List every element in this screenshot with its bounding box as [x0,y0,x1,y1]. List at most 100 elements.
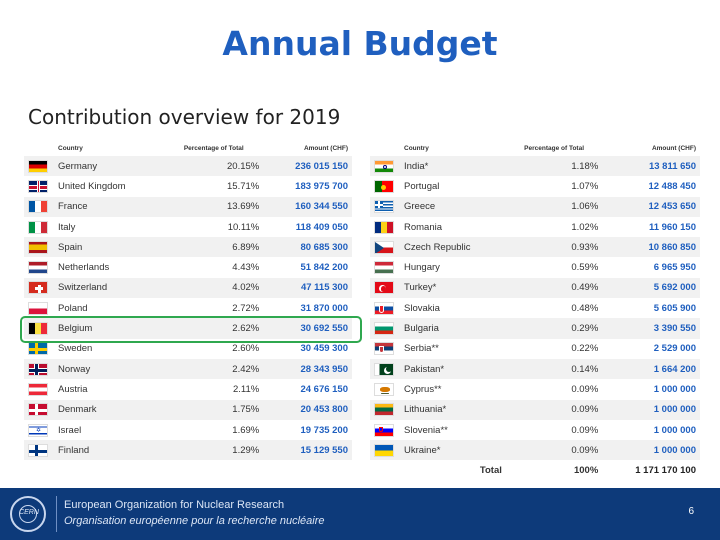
flag-cell [370,399,400,420]
flag-header [370,141,400,156]
amount-value: 19 735 200 [263,419,352,441]
si-flag-icon [374,423,394,437]
percentage-value: 2.62% [164,318,264,339]
percentage-value: 0.09% [505,419,603,441]
percentage-value: 1.06% [505,196,603,217]
amount-value: 30 692 550 [263,318,352,339]
country-name: Slovakia [400,298,506,319]
country-name: Italy [54,216,165,238]
country-name: Spain [54,237,165,258]
belgium-highlight-box [20,316,362,343]
flag-cell [24,379,54,400]
amount-value: 12 453 650 [602,196,700,217]
amount-value: 80 685 300 [263,237,352,258]
percentage-value: 1.75% [164,399,264,420]
amount-value: 160 344 550 [263,196,352,217]
flag-cell [370,196,400,217]
percentage-value: 2.42% [164,358,264,380]
country-name: Turkey* [400,277,506,299]
amount-value: 31 870 000 [263,298,352,319]
country-name: Czech Republic [400,237,506,258]
percentage-value: 2.60% [164,338,264,359]
de-flag-icon [28,159,48,173]
table-row: Lithuania* 0.09% 1 000 000 [370,399,700,420]
il-flag-icon: ✡ [28,423,48,437]
table-row: United Kingdom 15.71% 183 975 700 [24,176,352,197]
table-row: Romania 1.02% 11 960 150 [370,216,700,238]
amount-value: 6 965 950 [602,257,700,278]
flag-cell [24,257,54,278]
percentage-value: 6.89% [164,237,264,258]
percentage-value: 1.69% [164,419,264,441]
pk-flag-icon [374,362,394,376]
ch-flag-icon [28,281,48,295]
country-name: Sweden [54,338,165,359]
lt-flag-icon [374,403,394,417]
flag-cell [24,277,54,299]
pl-flag-icon [28,301,48,315]
percentage-value: 20.15% [164,156,264,177]
table-row: Belgium 2.62% 30 692 550 [24,318,352,339]
percentage-value: 0.09% [505,379,603,400]
country-name: Romania [400,216,506,238]
amount-value: 5 605 900 [602,298,700,319]
country-name: Lithuania* [400,399,506,420]
amount-value: 24 676 150 [263,379,352,400]
percentage-value: 0.49% [505,277,603,299]
total-label: Total [400,460,506,481]
contribution-table-left: Country Percentage of Total Amount (CHF)… [24,141,352,461]
country-header: Country [404,145,429,152]
flag-cell: ✡ [24,419,54,441]
country-name: Israel [54,419,165,441]
flag-cell [24,298,54,319]
logo-ring [19,505,37,523]
amount-value: 11 960 150 [602,216,700,238]
percentage-value: 13.69% [164,196,264,217]
gr-flag-icon [374,200,394,214]
table-row: India* 1.18% 13 811 650 [370,156,700,177]
amount-value: 236 015 150 [263,156,352,177]
flag-cell [370,460,400,481]
table-row: Bulgaria 0.29% 3 390 550 [370,318,700,339]
country-name: France [54,196,165,217]
tr-flag-icon [374,281,394,295]
amount-value: 1 000 000 [602,399,700,420]
percentage-value: 0.59% [505,257,603,278]
table-row: Netherlands 4.43% 51 842 200 [24,257,352,278]
percentage-value: 4.43% [164,257,264,278]
country-name: Poland [54,298,165,319]
amount-value: 47 115 300 [263,277,352,299]
es-flag-icon [28,240,48,254]
table-row: Finland 1.29% 15 129 550 [24,440,352,461]
rs-flag-icon [374,342,394,356]
flag-cell [24,318,54,339]
nl-flag-icon [28,261,48,275]
amount-value: 20 453 800 [263,399,352,420]
amount-value: 1 000 000 [602,440,700,461]
footer-bar: CERN European Organization for Nuclear R… [0,488,720,540]
flag-cell [370,216,400,238]
percentage-value: 0.22% [505,338,603,359]
flag-cell [370,419,400,441]
table-row: Poland 2.72% 31 870 000 [24,298,352,319]
table-row: Ukraine* 0.09% 1 000 000 [370,440,700,461]
country-name: Switzerland [54,277,165,299]
hu-flag-icon [374,261,394,275]
percentage-value: 0.93% [505,237,603,258]
flag-cell [24,440,54,461]
flag-cell [370,176,400,197]
country-name: Germany [54,156,165,177]
percentage-value: 1.29% [164,440,264,461]
country-name: Norway [54,358,165,380]
no-flag-icon [28,362,48,376]
flag-cell [370,338,400,359]
country-name: United Kingdom [54,176,165,197]
total-percentage: 100% [505,460,603,481]
percentage-value: 15.71% [164,176,264,197]
amount-value: 30 459 300 [263,338,352,359]
total-row: Total 100% 1 171 170 100 [370,460,700,481]
in-flag-icon [374,159,394,173]
percentage-value: 10.11% [164,216,264,238]
percentage-value: 0.14% [505,358,603,380]
table-row: Austria 2.11% 24 676 150 [24,379,352,400]
